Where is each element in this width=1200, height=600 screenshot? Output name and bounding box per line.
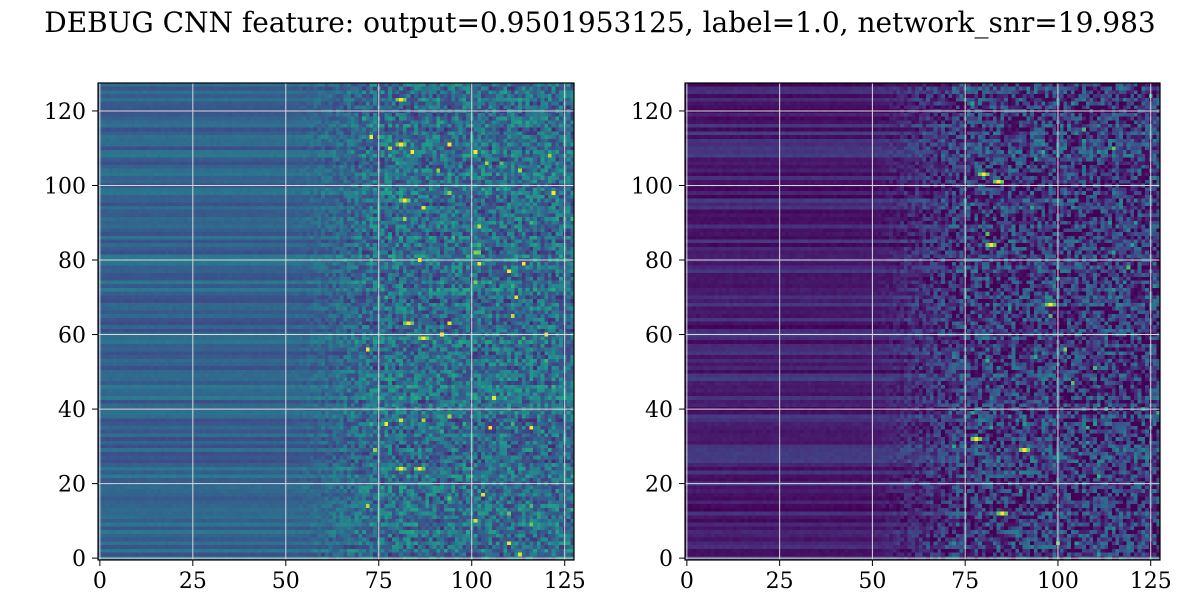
y-tick-label: 0 bbox=[659, 547, 673, 572]
heatmap-image-1 bbox=[98, 83, 574, 560]
y-tick-label: 40 bbox=[58, 398, 86, 423]
x-tick-label: 100 bbox=[1037, 569, 1079, 594]
y-tick-label: 40 bbox=[645, 398, 673, 423]
figure-title: DEBUG CNN feature: output=0.9501953125, … bbox=[44, 6, 1156, 39]
y-tick-label: 0 bbox=[72, 547, 86, 572]
axes-frame bbox=[684, 82, 1161, 561]
heatmap-panel-2: 0 25 50 75 100 125 0 20 40 60 80 100 120 bbox=[631, 82, 1172, 594]
heatmap-panel-1: 0 25 50 75 100 125 0 20 40 60 80 100 120 bbox=[44, 82, 586, 594]
y-tick-label: 60 bbox=[58, 324, 86, 349]
x-tick-label: 75 bbox=[951, 569, 979, 594]
y-tick-label: 80 bbox=[645, 249, 673, 274]
y-tick-label: 20 bbox=[58, 473, 86, 498]
x-tick-label: 125 bbox=[544, 569, 586, 594]
y-tick-label: 100 bbox=[44, 174, 86, 199]
axes-frame bbox=[97, 82, 575, 561]
y-tick-label: 80 bbox=[58, 249, 86, 274]
x-tick-label: 100 bbox=[451, 569, 493, 594]
x-tick-label: 50 bbox=[858, 569, 886, 594]
y-tick-label: 20 bbox=[645, 473, 673, 498]
x-tick-label: 75 bbox=[365, 569, 393, 594]
x-tick-label: 125 bbox=[1130, 569, 1172, 594]
x-tick-label: 25 bbox=[179, 569, 207, 594]
x-tick-label: 0 bbox=[93, 569, 107, 594]
y-tick-label: 120 bbox=[631, 100, 673, 125]
x-tick-label: 25 bbox=[766, 569, 794, 594]
y-tick-label: 100 bbox=[631, 174, 673, 199]
heatmap-image-2 bbox=[685, 83, 1160, 560]
x-tick-label: 0 bbox=[680, 569, 694, 594]
y-tick-label: 60 bbox=[645, 324, 673, 349]
x-tick-label: 50 bbox=[272, 569, 300, 594]
y-tick-label: 120 bbox=[44, 100, 86, 125]
